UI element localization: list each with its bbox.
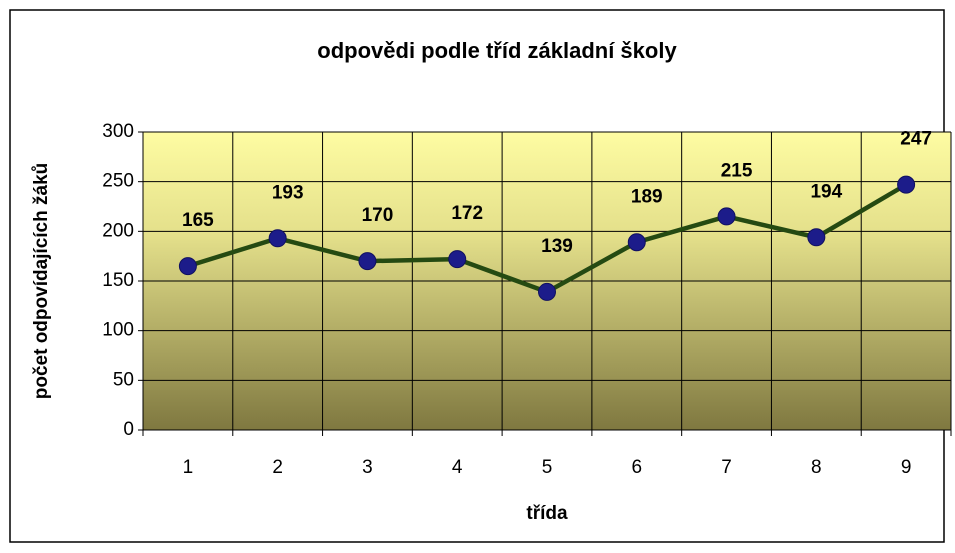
data-label: 247 — [900, 129, 932, 150]
data-label: 165 — [182, 210, 214, 231]
x-tick-label: 2 — [272, 457, 283, 478]
data-label: 193 — [272, 182, 304, 203]
x-tick-label: 8 — [811, 457, 822, 478]
data-label: 215 — [721, 160, 753, 181]
data-point — [268, 229, 287, 248]
x-tick-label: 5 — [542, 457, 553, 478]
data-point — [807, 228, 826, 247]
data-point — [358, 252, 377, 271]
data-label: 170 — [362, 205, 394, 226]
y-tick-label: 100 — [102, 320, 134, 341]
data-label: 189 — [631, 186, 663, 207]
chart-title: odpovědi podle tříd základní školy — [317, 38, 677, 63]
x-axis-label: třída — [526, 503, 568, 524]
y-tick-label: 200 — [102, 220, 134, 241]
data-label: 194 — [810, 181, 842, 202]
x-tick-label: 7 — [721, 457, 732, 478]
y-tick-label: 250 — [102, 171, 134, 192]
data-label: 172 — [451, 203, 483, 224]
data-label: 139 — [541, 236, 573, 257]
data-point — [448, 250, 467, 269]
data-point — [178, 257, 197, 276]
data-point — [627, 233, 646, 252]
y-tick-label: 0 — [123, 419, 134, 440]
y-tick-label: 50 — [113, 369, 134, 390]
x-tick-label: 1 — [183, 457, 194, 478]
data-point — [538, 282, 556, 301]
x-tick-label: 9 — [901, 457, 912, 478]
x-tick-label: 4 — [452, 457, 463, 478]
data-point — [897, 175, 916, 194]
x-tick-label: 3 — [362, 457, 373, 478]
y-axis-label: počet odpovídajících žáků — [31, 163, 52, 400]
y-tick-label: 150 — [102, 270, 134, 291]
data-point — [717, 207, 736, 226]
y-tick-label: 300 — [102, 121, 134, 142]
x-tick-label: 6 — [631, 457, 642, 478]
